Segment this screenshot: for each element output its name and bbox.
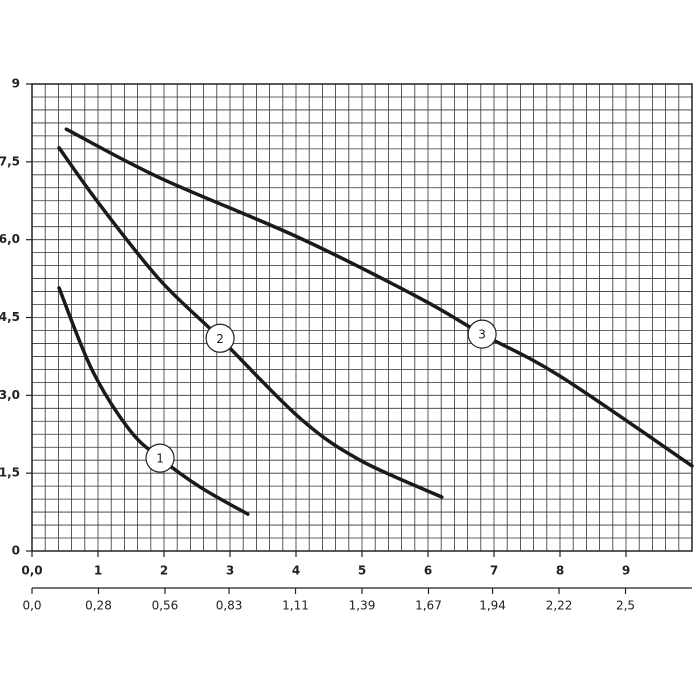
y-tick-label: 3,0 (0, 388, 20, 402)
curve-label-circle (145, 443, 175, 473)
curve-label: 2 (216, 332, 224, 346)
x2-tick-label: 0,83 (216, 599, 243, 613)
x2-tick-label: 0,28 (85, 599, 112, 613)
curve-label: 1 (156, 452, 164, 466)
x2-tick-label: 0,0 (22, 599, 41, 613)
y-tick-label: 4,5 (0, 310, 20, 324)
y-tick-label: 7,5 (0, 154, 20, 168)
curve (57, 286, 250, 516)
curve-label: 3 (478, 328, 486, 342)
x2-tick-label: 1,94 (479, 599, 506, 613)
x-tick-label: 6 (424, 564, 432, 578)
x2-tick-label: 1,11 (282, 599, 309, 613)
curve (64, 127, 694, 468)
x2-tick-label: 0,56 (152, 599, 179, 613)
x-tick-label: 1 (94, 564, 102, 578)
curve-label-circle (205, 323, 235, 353)
x-tick-label: 5 (358, 564, 366, 578)
x2-tick-label: 1,39 (349, 599, 376, 613)
x-tick-label: 8 (556, 564, 564, 578)
y-tick-label: 1,5 (0, 466, 20, 480)
x2-tick-label: 2,22 (546, 599, 573, 613)
x-tick-label: 2 (160, 564, 168, 578)
x-tick-label: 9 (622, 564, 630, 578)
x2-tick-label: 1,67 (415, 599, 442, 613)
y-tick-label: 0 (12, 544, 20, 558)
x-tick-label: 0,0 (21, 564, 42, 578)
x-tick-label: 4 (292, 564, 300, 578)
y-tick-label: 6,0 (0, 232, 20, 246)
curve (57, 146, 444, 499)
x-tick-label: 7 (490, 564, 498, 578)
y-tick-label: 9 (12, 77, 20, 91)
x-tick-label: 3 (226, 564, 234, 578)
x2-tick-label: 2,5 (616, 599, 635, 613)
curve-label-circle (467, 319, 497, 349)
